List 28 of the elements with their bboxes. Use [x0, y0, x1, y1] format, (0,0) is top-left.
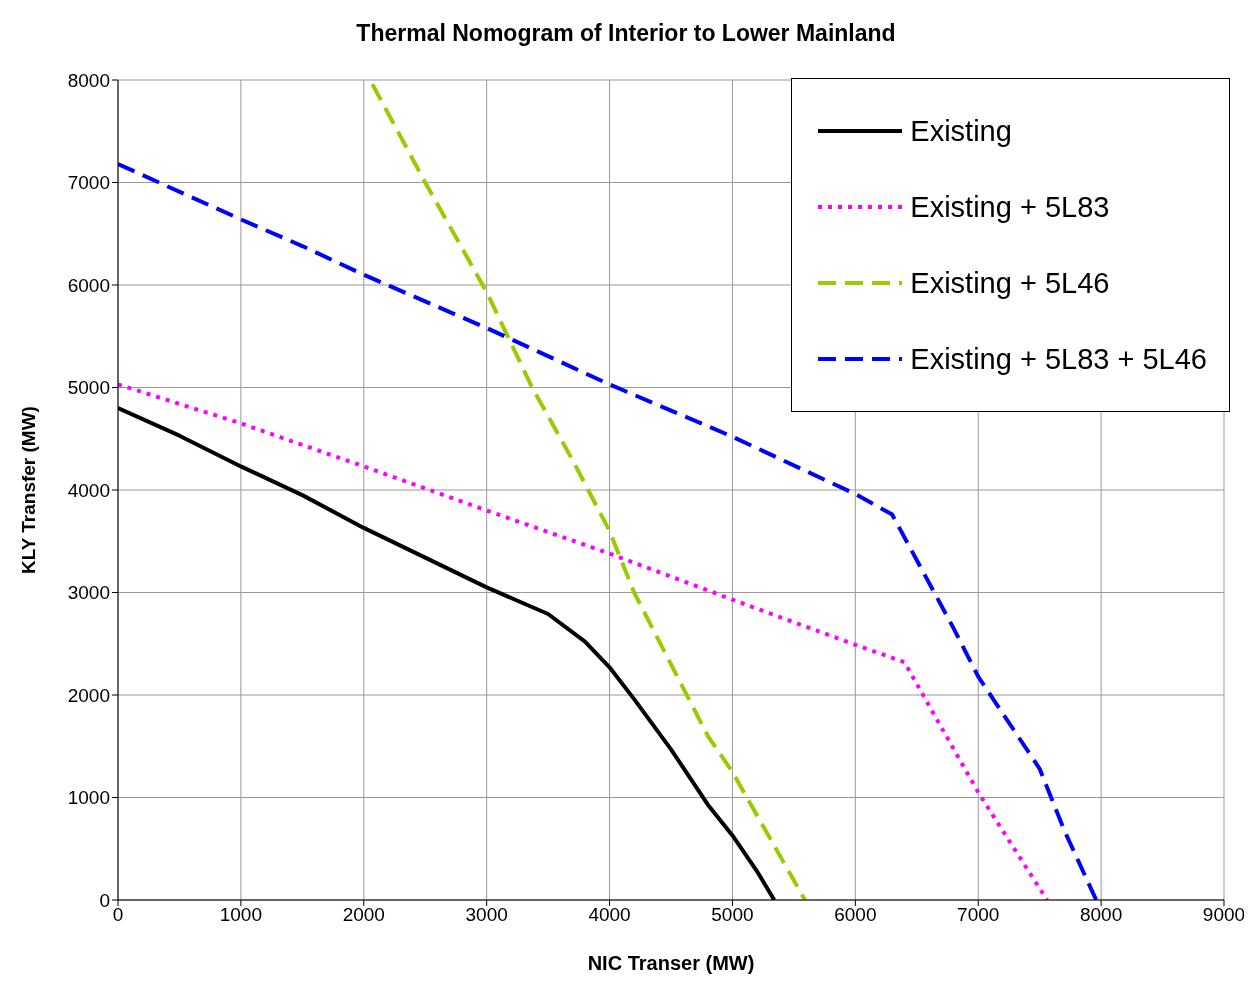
x-tick-label: 2000	[342, 904, 385, 926]
y-tick-label: 7000	[67, 172, 110, 194]
x-tick-label: 3000	[465, 904, 508, 926]
x-tick-label: 6000	[834, 904, 877, 926]
x-tick-label: 7000	[957, 904, 1000, 926]
y-tick-label: 5000	[67, 377, 110, 399]
legend-label: Existing + 5L83	[910, 190, 1110, 224]
y-axis-title: KLY Transfer (MW)	[17, 406, 39, 574]
chart-title: Thermal Nomogram of Interior to Lower Mainland	[355, 19, 897, 48]
x-tick-label: 9000	[1202, 904, 1246, 926]
y-tick-label: 2000	[67, 684, 110, 706]
x-tick-label: 4000	[588, 904, 631, 926]
y-tick-label: 6000	[67, 274, 110, 296]
y-tick-label: 1000	[67, 787, 110, 809]
legend-label: Existing + 5L46	[910, 266, 1110, 300]
legend-label: Existing	[910, 114, 1012, 148]
y-tick-label: 8000	[67, 69, 110, 91]
x-tick-label: 8000	[1079, 904, 1123, 926]
x-axis-title: NIC Transer (MW)	[587, 952, 755, 974]
y-tick-label: 0	[99, 889, 110, 911]
line-series	[118, 382, 1050, 900]
x-tick-label: 0	[112, 904, 124, 926]
x-tick-label: 5000	[711, 904, 754, 926]
legend-label: Existing + 5L83 + 5L46	[910, 342, 1207, 376]
x-tick-label: 1000	[219, 904, 263, 926]
y-tick-label: 4000	[67, 479, 110, 501]
line-series	[370, 82, 807, 900]
y-tick-label: 3000	[67, 582, 110, 604]
